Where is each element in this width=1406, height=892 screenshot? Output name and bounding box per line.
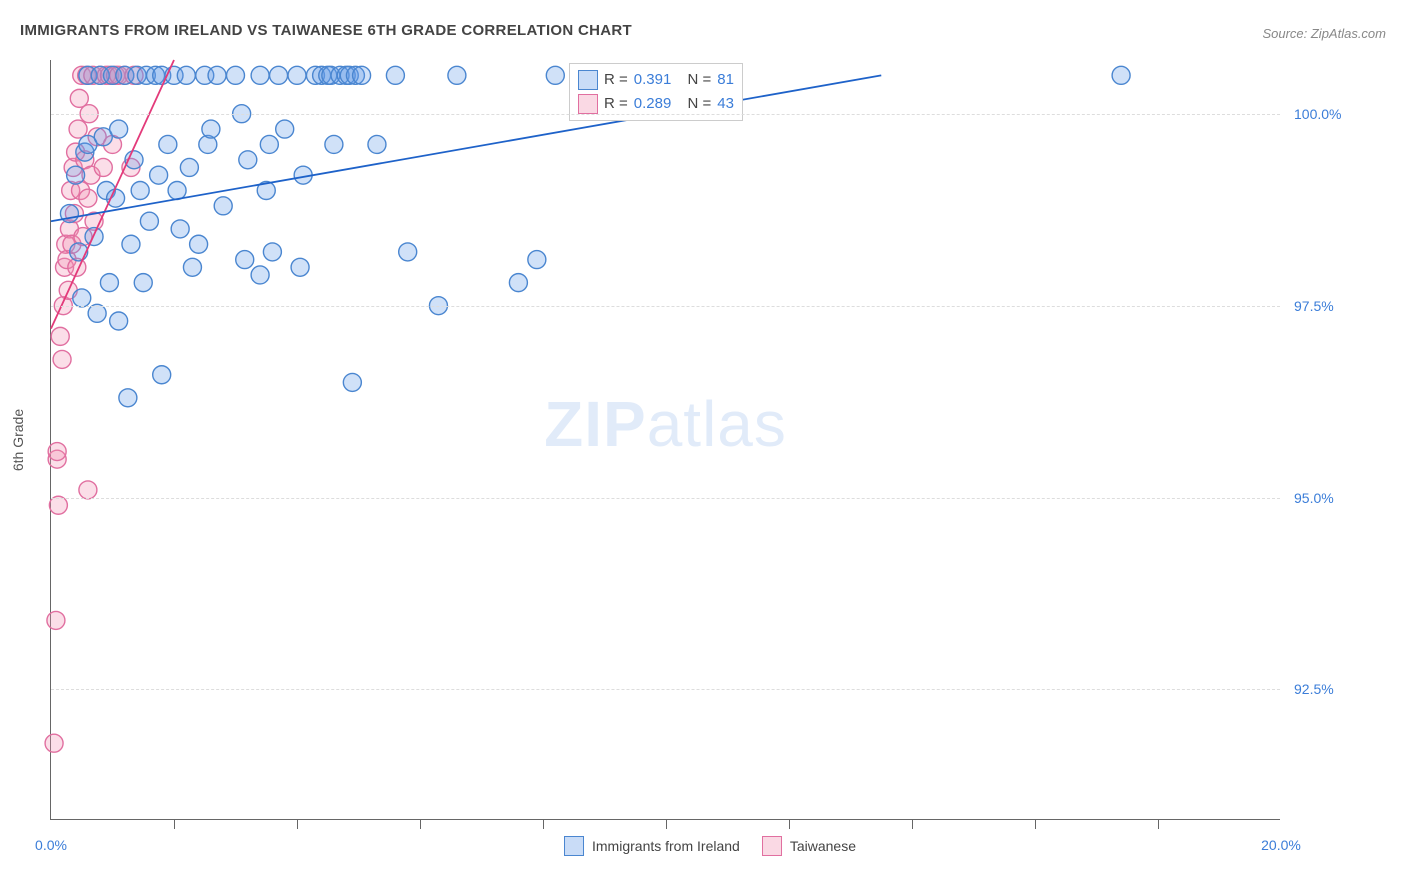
legend-row-taiwanese: R = 0.289 N = 43: [578, 92, 734, 116]
x-tick: [543, 819, 544, 829]
x-tick: [789, 819, 790, 829]
regression-line: [51, 60, 174, 329]
x-tick: [912, 819, 913, 829]
legend-item-ireland: Immigrants from Ireland: [564, 836, 740, 856]
series-legend: Immigrants from Ireland Taiwanese: [564, 836, 856, 856]
y-tick-label: 97.5%: [1294, 298, 1364, 314]
chart-title: IMMIGRANTS FROM IRELAND VS TAIWANESE 6TH…: [20, 22, 632, 39]
legend-label-taiwanese: Taiwanese: [790, 838, 856, 854]
legend-label-ireland: Immigrants from Ireland: [592, 838, 740, 854]
regression-line: [51, 75, 881, 221]
blue-swatch-icon: [578, 70, 598, 90]
x-tick-label: 0.0%: [35, 837, 67, 853]
x-tick: [1035, 819, 1036, 829]
gridline: [51, 689, 1280, 690]
r-value-ireland: 0.391: [634, 68, 672, 92]
y-axis-title: 6th Grade: [10, 409, 26, 471]
correlation-legend: R = 0.391 N = 81 R = 0.289 N = 43: [569, 63, 743, 121]
source-attribution: Source: ZipAtlas.com: [1262, 26, 1386, 41]
n-label: N =: [687, 92, 711, 116]
n-value-ireland: 81: [717, 68, 734, 92]
y-tick-label: 95.0%: [1294, 490, 1364, 506]
x-tick: [297, 819, 298, 829]
x-tick: [666, 819, 667, 829]
r-label: R =: [604, 92, 628, 116]
r-label: R =: [604, 68, 628, 92]
pink-swatch-icon: [578, 94, 598, 114]
y-tick-label: 92.5%: [1294, 681, 1364, 697]
gridline: [51, 498, 1280, 499]
plot-area: ZIPatlas R = 0.391 N = 81 R = 0.289: [50, 60, 1370, 820]
x-tick: [1158, 819, 1159, 829]
gridline: [51, 114, 1280, 115]
x-tick: [174, 819, 175, 829]
x-tick-label: 20.0%: [1261, 837, 1301, 853]
n-value-taiwanese: 43: [717, 92, 734, 116]
r-value-taiwanese: 0.289: [634, 92, 672, 116]
y-tick-label: 100.0%: [1294, 106, 1364, 122]
pink-swatch-icon: [762, 836, 782, 856]
legend-row-ireland: R = 0.391 N = 81: [578, 68, 734, 92]
x-tick: [420, 819, 421, 829]
n-label: N =: [687, 68, 711, 92]
regression-layer: [51, 60, 1281, 820]
source-name: ZipAtlas.com: [1311, 26, 1386, 41]
plot-canvas: ZIPatlas R = 0.391 N = 81 R = 0.289: [50, 60, 1280, 820]
gridline: [51, 306, 1280, 307]
legend-item-taiwanese: Taiwanese: [762, 836, 856, 856]
source-prefix: Source:: [1262, 26, 1310, 41]
blue-swatch-icon: [564, 836, 584, 856]
